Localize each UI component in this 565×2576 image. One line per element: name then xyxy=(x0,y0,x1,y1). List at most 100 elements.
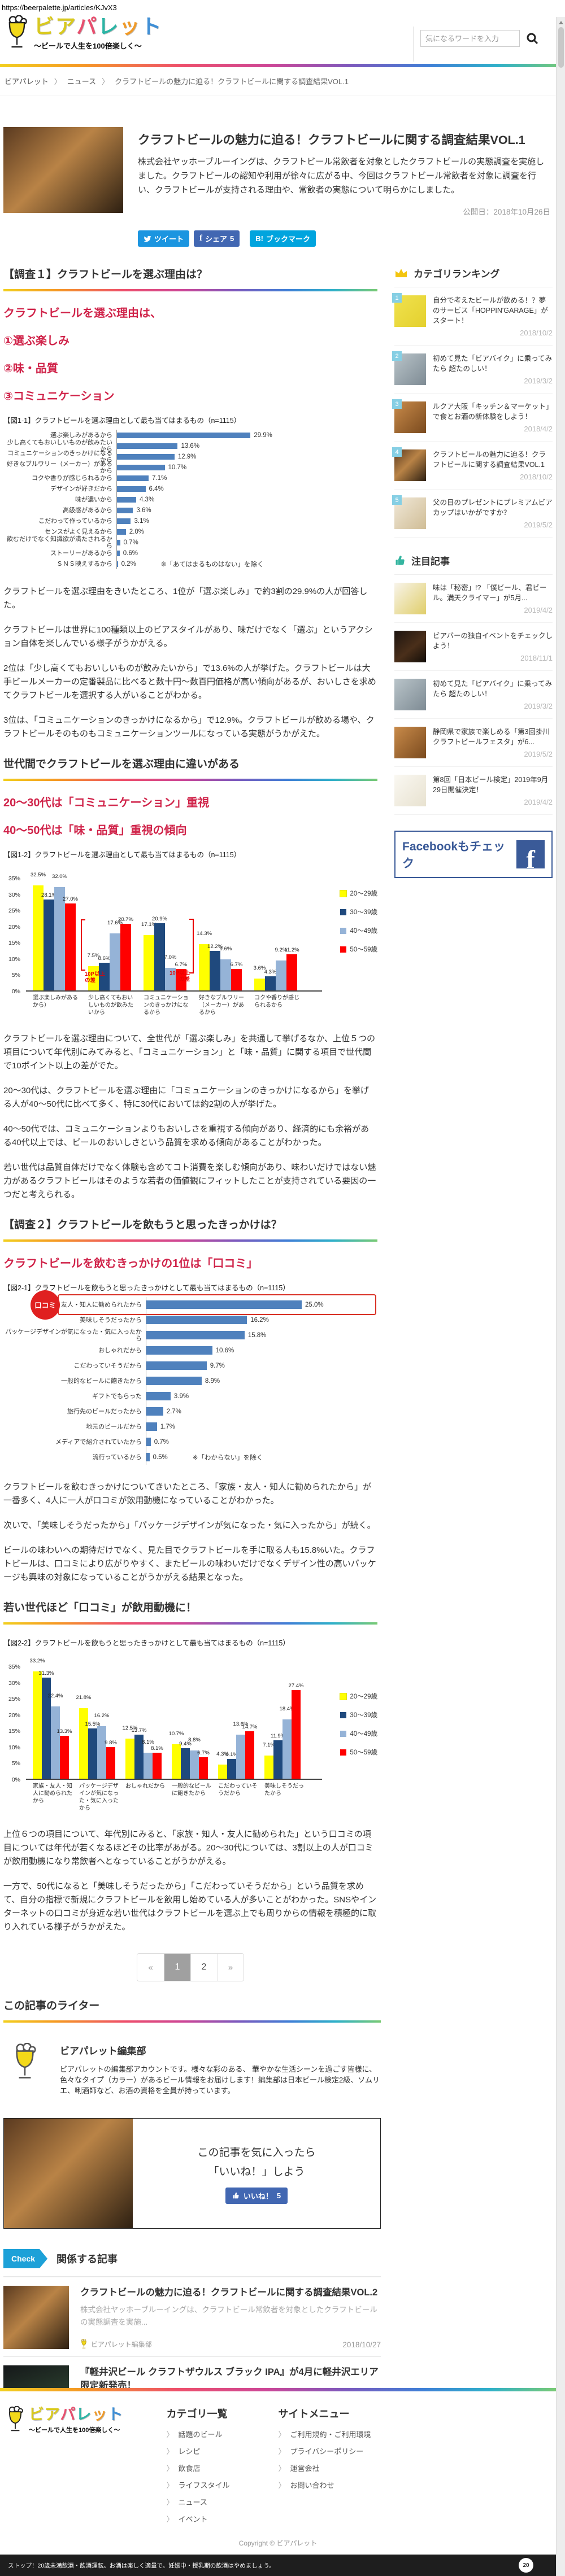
like-button[interactable]: いいね！ 5 xyxy=(225,2187,288,2204)
bar xyxy=(117,432,251,438)
scroll-up-arrow-icon[interactable] xyxy=(558,21,563,24)
bar-track: 3.1% xyxy=(116,516,377,526)
footer-link[interactable]: 〉イベント xyxy=(166,2513,229,2524)
x-tick-label: 少し高くてもおいしいものが飲みたいから xyxy=(88,995,133,1016)
chart-row: 選ぶ楽しみがあるから 29.9% xyxy=(3,430,377,440)
footer-logo[interactable]: ビアパレット ～ビールで人生を100倍楽しく～ xyxy=(6,2406,123,2530)
bar-track: 9.7% xyxy=(146,1358,377,1373)
bar-value: 8.1% xyxy=(151,1745,163,1752)
footer-link[interactable]: 〉ニュース xyxy=(166,2496,229,2507)
footer-column-heading: サイトメニュー xyxy=(278,2408,350,2420)
paragraph: クラフトビールを選ぶ理由について、全世代が「選ぶ楽しみ」を共通して挙げるなか、上… xyxy=(3,1034,376,1071)
breadcrumb-item[interactable]: ビアパレット xyxy=(5,77,49,86)
bar-label: 選ぶ楽しみがあるから xyxy=(50,431,112,439)
chart-fig2-1: 家族・友人・知人に勧められたから 25.0% 口コミ 美味しそうだったから 16.2% パ… xyxy=(3,1290,377,1465)
section-underline xyxy=(3,1239,377,1242)
site-logo[interactable]: ビアパレット ～ビールで人生を100倍楽しく～ xyxy=(5,15,162,51)
bar-value: 32.5% xyxy=(31,872,46,879)
scrollbar[interactable] xyxy=(556,17,565,2576)
pagination-page-1[interactable]: 1 xyxy=(164,1954,190,1981)
hatena-bookmark-button[interactable]: B! ブックマーク xyxy=(250,230,316,247)
x-tick-label: パッケージデザインが気になった・気に入ったから xyxy=(79,1783,119,1811)
legend-label: 40～49歳 xyxy=(350,928,377,935)
bar-group: 21.8% 15.5% 16.2% 9.8% xyxy=(76,1695,117,1779)
y-tick-label: 30% xyxy=(8,1679,20,1687)
sidebar: カテゴリランキング 1 自分で考えたビールが飲める！？夢のサービス「HOPPIN'… xyxy=(392,266,553,878)
footer-link[interactable]: 〉飲食店 xyxy=(166,2463,229,2473)
chart-row: ＳＮＳ映えするから 0.2% ※「あてはまるものはない」を除く xyxy=(3,558,377,569)
x-axis-labels: 選ぶ楽しみがあるから） 少し高くてもおいしいものが飲みたいから コミュニケーションの… xyxy=(3,994,322,1016)
related-article-row[interactable]: クラフトビールの魅力に迫る！クラフトビールに関する調査結果VOL.2 株式会社ヤッ… xyxy=(3,2277,381,2357)
footer-link[interactable]: 〉ご利用規約・ご利用環境 xyxy=(279,2429,371,2439)
scrollbar-thumb[interactable] xyxy=(558,27,564,68)
twitter-icon xyxy=(144,235,151,242)
x-tick-label: コクや香りが感じられるから xyxy=(254,995,299,1008)
paragraph: クラフトビールは世界に100種類以上のビアスタイルがあり、味だけでなく「選ぶ」と… xyxy=(3,625,373,648)
pagination-page-2[interactable]: 2 xyxy=(190,1954,217,1981)
bar-label: コミュニケーションのきっかけになるから xyxy=(7,449,112,464)
legend-swatch xyxy=(340,1749,347,1756)
thumbs-up-icon xyxy=(395,555,405,565)
bar-label: パッケージデザインが気になった・気に入ったから xyxy=(5,1328,142,1342)
pagination-prev-button[interactable]: « xyxy=(137,1954,164,1981)
article-title: 初めて見た「ビアバイク」に乗ってみたら 超たのしい！ xyxy=(433,680,553,698)
bar-series-3: 16.2% xyxy=(94,1713,109,1779)
bar-series-3: 22.4% xyxy=(48,1693,63,1779)
lead-text: クラフトビールを選ぶ理由は、 xyxy=(3,307,162,320)
bar-label: こだわって作っているから xyxy=(38,517,112,525)
list-item[interactable]: 4 クラフトビールの魅力に迫る！クラフトビールに関する調査結果VOL.1 2018/… xyxy=(392,442,553,490)
page-footer: ビアパレット ～ビールで人生を100倍楽しく～ カテゴリ一覧〉話題のビール〉レシ… xyxy=(0,2388,556,2576)
bar-label: 一般的なビールに飽きたから xyxy=(61,1377,142,1385)
list-item[interactable]: 味は「秘密」!? 「僕ビール、君ビール。満天クライマー」が5月... 2019/4… xyxy=(394,575,553,623)
footer-link[interactable]: 〉レシピ xyxy=(166,2446,229,2456)
list-item[interactable]: 1 自分で考えたビールが飲める！？夢のサービス「HOPPIN'GARAGE」がスタ… xyxy=(392,287,553,346)
breadcrumb-item[interactable]: ニュース xyxy=(67,77,97,86)
pagination-next-button[interactable]: » xyxy=(217,1954,244,1981)
figure-caption: 【図2-2】クラフトビールを飲もうと思ったきっかけとして最も当てはまるもの（n=… xyxy=(3,1639,290,1647)
bar-group: 17.1% 20.9% 7.0% 6.7% 10P以上 の差 xyxy=(141,916,194,990)
bar-label: メディアで紹介されていたから xyxy=(55,1438,142,1446)
facebook-page-banner[interactable]: Facebookもチェック f xyxy=(394,831,553,878)
legend-label: 40～49歳 xyxy=(350,1731,377,1737)
footer-link[interactable]: 〉プライバシーポリシー xyxy=(279,2446,371,2456)
chart-row: ギフトでもらった 3.9% xyxy=(3,1389,377,1404)
article-body: 【調査１】クラフトビールを選ぶ理由は？ クラフトビールを選ぶ理由は、 ①選ぶ楽しみ ②… xyxy=(3,266,377,1997)
writer-name[interactable]: ビアパレット編集部 xyxy=(60,2046,146,2057)
bar-value: 15.5% xyxy=(85,1721,101,1728)
beer-glass-icon xyxy=(16,2043,36,2079)
bar-track: 7.1% xyxy=(116,473,377,483)
paragraph: 3位は、「コミュニケーションのきっかけになるから」で12.9%。クラフトビールが… xyxy=(3,715,375,739)
tweet-button[interactable]: ツイート xyxy=(138,230,190,247)
chart-row: 一般的なビールに飽きたから 8.9% xyxy=(3,1373,377,1389)
article-thumbnail-image xyxy=(394,583,426,614)
facebook-share-button[interactable]: f シェア 5 xyxy=(194,230,240,247)
bar-track: 10.7% xyxy=(116,462,377,473)
article-title: クラフトビールの魅力に迫る！クラフトビールに関する調査結果VOL.2 xyxy=(80,2287,378,2298)
footer-link[interactable]: 〉運営会社 xyxy=(279,2463,371,2473)
featured-articles-block: 注目記事 味は「秘密」!? 「僕ビール、君ビール。満天クライマー」が5月... 2… xyxy=(394,553,553,815)
facebook-icon: f xyxy=(199,234,203,243)
bar-series-4: 14.7% xyxy=(242,1724,257,1779)
search-icon[interactable] xyxy=(525,32,539,45)
legend: 20～29歳 30～39歳 40～49歳 50～59歳 xyxy=(340,1692,377,1766)
paragraph: 一方で、50代になると「美味しそうだったから」「こだわっていそうだから」という品… xyxy=(3,1881,377,1932)
bar xyxy=(117,496,136,503)
list-item[interactable]: 3 ルクア大阪「キッチン＆マーケット」で食とお酒の新体験をしよう！ 2018/4/2 xyxy=(392,394,553,442)
bar-track: 29.9% xyxy=(116,430,377,440)
list-item[interactable]: 5 父の日のプレゼントにプレミアムビアカップはいかがですか？ 2019/5/2 xyxy=(392,490,553,538)
featured-heading: 注目記事 xyxy=(394,553,553,575)
search-input[interactable] xyxy=(420,30,520,47)
list-item[interactable]: 静岡県で家族で楽しめる「第3回掛川クラフトビールフェスタ」が6... 2019/5… xyxy=(394,719,553,767)
list-item[interactable]: ビアバーの独自イベントをチェックしよう！ 2018/11/1 xyxy=(394,623,553,671)
site-name: ビアパレット xyxy=(34,15,163,38)
bar xyxy=(117,486,146,492)
bar-label: おしゃれだから xyxy=(98,1347,142,1354)
list-item[interactable]: 2 初めて見た「ビアバイク」に乗ってみたら 超たのしい！ 2019/3/2 xyxy=(392,346,553,394)
paragraph: クラフトビールを選ぶ理由をきいたところ、1位が「選ぶ楽しみ」で約3割の29.9%… xyxy=(3,587,368,610)
footer-link[interactable]: 〉ライフスタイル xyxy=(166,2479,229,2490)
footer-link[interactable]: 〉話題のビール xyxy=(166,2429,229,2439)
list-item[interactable]: 第8回「日本ビール検定」2019年9月29日開催決定！ 2019/4/2 xyxy=(394,767,553,815)
footer-column-heading: カテゴリ一覧 xyxy=(166,2408,228,2420)
list-item[interactable]: 初めて見た「ビアバイク」に乗ってみたら 超たのしい！ 2019/3/2 xyxy=(394,671,553,719)
footer-link[interactable]: 〉お問い合わせ xyxy=(279,2479,371,2490)
